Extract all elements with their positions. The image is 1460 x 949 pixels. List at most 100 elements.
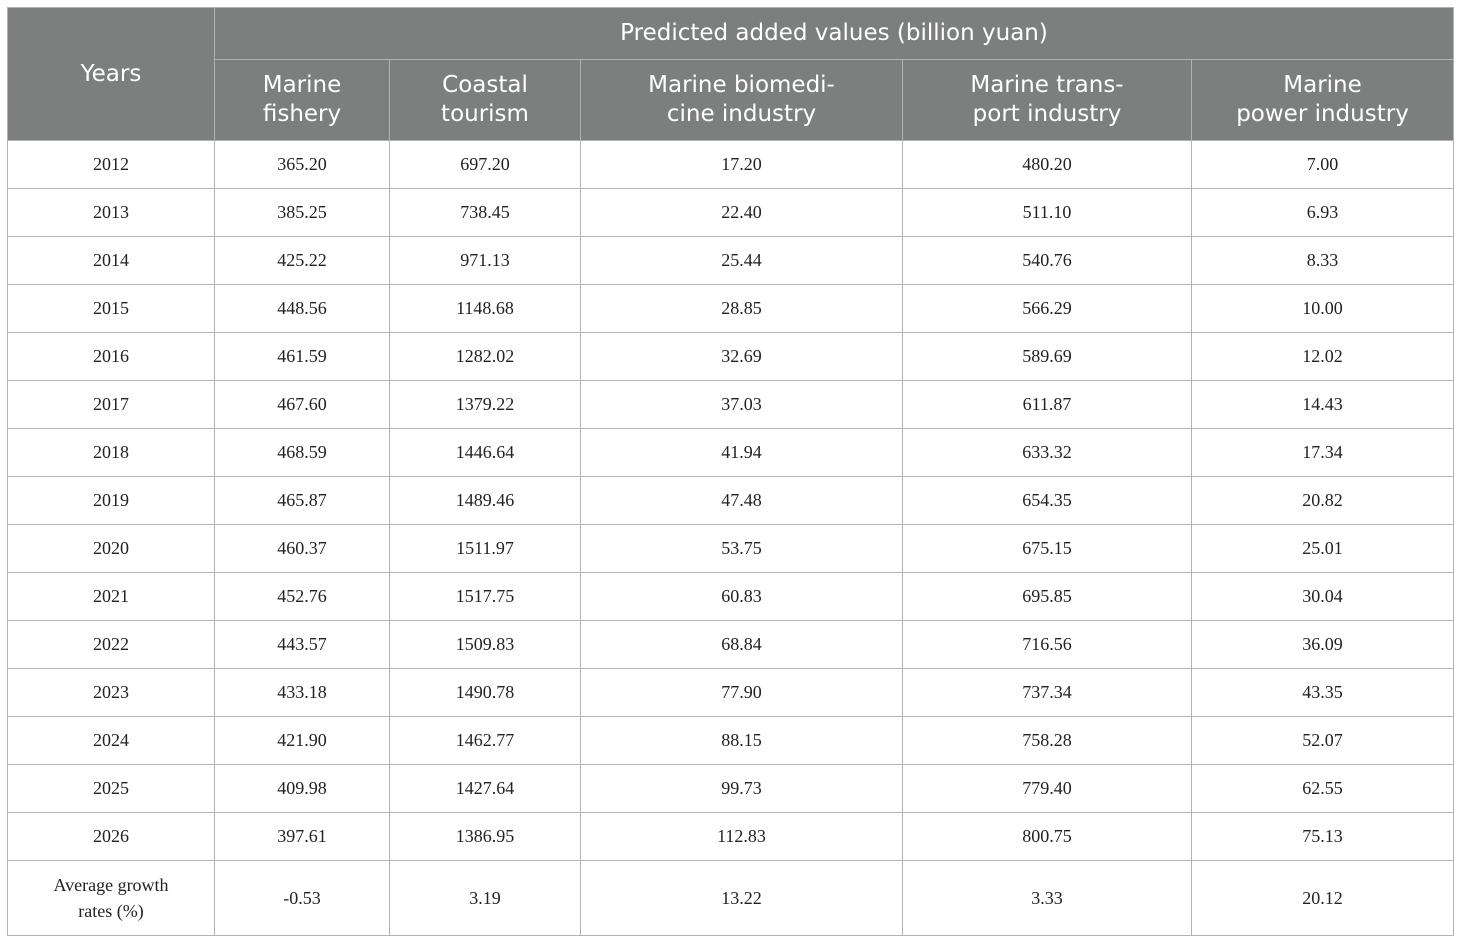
value-cell-marine-transport: 675.15 — [902, 524, 1192, 573]
value-cell-coastal-tourism: 1427.64 — [389, 764, 581, 813]
column-header-line: Marine biomedi- — [648, 72, 835, 98]
value-cell-coastal-tourism: 738.45 — [389, 188, 581, 237]
value-cell-marine-biomedicine: 22.40 — [580, 188, 903, 237]
column-header-marine-fishery: Marine fishery — [214, 59, 390, 141]
value-cell-marine-transport: 716.56 — [902, 620, 1192, 669]
average-cell: 3.33 — [902, 860, 1192, 936]
year-cell: 2021 — [7, 572, 215, 621]
value-cell-marine-fishery: 465.87 — [214, 476, 390, 525]
value-cell-marine-fishery: 448.56 — [214, 284, 390, 333]
value-cell-marine-transport: 758.28 — [902, 716, 1192, 765]
value-cell-coastal-tourism: 1148.68 — [389, 284, 581, 333]
table-row: 2019 465.87 1489.46 47.48 654.35 20.82 — [7, 476, 1455, 525]
value-cell-marine-power: 20.82 — [1190, 476, 1455, 525]
column-header-marine-power: Marine power industry — [1190, 59, 1455, 141]
table-row: 2016 461.59 1282.02 32.69 589.69 12.02 — [7, 332, 1455, 381]
header-row-group: Years Predicted added values (billion yu… — [7, 7, 1455, 141]
value-cell-marine-transport: 540.76 — [902, 236, 1192, 285]
table-row: 2020 460.37 1511.97 53.75 675.15 25.01 — [7, 524, 1455, 573]
average-cell: 13.22 — [580, 860, 903, 936]
average-cell: 20.12 — [1190, 860, 1455, 936]
average-label: Average growth rates (%) — [53, 875, 169, 921]
year-cell: 2022 — [7, 620, 215, 669]
value-cell-coastal-tourism: 1509.83 — [389, 620, 581, 669]
table-row: 2024 421.90 1462.77 88.15 758.28 52.07 — [7, 716, 1455, 765]
value-cell-marine-biomedicine: 32.69 — [580, 332, 903, 381]
value-cell-marine-transport: 695.85 — [902, 572, 1192, 621]
value-cell-marine-biomedicine: 77.90 — [580, 668, 903, 717]
value-cell-marine-power: 7.00 — [1190, 140, 1455, 189]
value-cell-coastal-tourism: 1282.02 — [389, 332, 581, 381]
value-cell-marine-power: 75.13 — [1190, 812, 1455, 861]
value-cell-marine-biomedicine: 88.15 — [580, 716, 903, 765]
value-cell-coastal-tourism: 1490.78 — [389, 668, 581, 717]
value-cell-marine-biomedicine: 53.75 — [580, 524, 903, 573]
value-cell-marine-transport: 566.29 — [902, 284, 1192, 333]
value-cell-marine-biomedicine: 60.83 — [580, 572, 903, 621]
average-label-cell: Average growth rates (%) — [7, 860, 215, 936]
value-cell-marine-transport: 654.35 — [902, 476, 1192, 525]
value-cell-marine-fishery: 468.59 — [214, 428, 390, 477]
value-cell-marine-biomedicine: 28.85 — [580, 284, 903, 333]
average-cell: -0.53 — [214, 860, 390, 936]
value-cell-marine-fishery: 433.18 — [214, 668, 390, 717]
value-cell-coastal-tourism: 1462.77 — [389, 716, 581, 765]
value-cell-marine-fishery: 421.90 — [214, 716, 390, 765]
value-cell-marine-fishery: 467.60 — [214, 380, 390, 429]
table-row: 2013 385.25 738.45 22.40 511.10 6.93 — [7, 188, 1455, 237]
table-row: 2014 425.22 971.13 25.44 540.76 8.33 — [7, 236, 1455, 285]
year-cell: 2026 — [7, 812, 215, 861]
value-cell-marine-power: 25.01 — [1190, 524, 1455, 573]
column-header-line: tourism — [441, 101, 529, 127]
value-cell-marine-power: 8.33 — [1190, 236, 1455, 285]
value-cell-marine-power: 14.43 — [1190, 380, 1455, 429]
value-cell-marine-power: 12.02 — [1190, 332, 1455, 381]
year-cell: 2018 — [7, 428, 215, 477]
table-row: 2015 448.56 1148.68 28.85 566.29 10.00 — [7, 284, 1455, 333]
value-cell-marine-transport: 737.34 — [902, 668, 1192, 717]
header-row-columns: Marine fishery Coastal tourism Marine bi… — [8, 59, 1455, 141]
column-header-marine-transport: Marine trans- port industry — [902, 59, 1192, 141]
value-cell-marine-fishery: 425.22 — [214, 236, 390, 285]
value-cell-marine-fishery: 443.57 — [214, 620, 390, 669]
value-cell-coastal-tourism: 1511.97 — [389, 524, 581, 573]
value-cell-marine-biomedicine: 112.83 — [580, 812, 903, 861]
value-cell-marine-transport: 480.20 — [902, 140, 1192, 189]
value-cell-marine-power: 43.35 — [1190, 668, 1455, 717]
value-cell-marine-transport: 589.69 — [902, 332, 1192, 381]
value-cell-coastal-tourism: 1379.22 — [389, 380, 581, 429]
value-cell-marine-biomedicine: 17.20 — [580, 140, 903, 189]
value-cell-marine-transport: 633.32 — [902, 428, 1192, 477]
value-cell-marine-fishery: 365.20 — [214, 140, 390, 189]
value-cell-coastal-tourism: 1386.95 — [389, 812, 581, 861]
year-cell: 2013 — [7, 188, 215, 237]
value-cell-marine-biomedicine: 25.44 — [580, 236, 903, 285]
column-header-marine-biomedicine: Marine biomedi- cine industry — [580, 59, 903, 141]
value-cell-marine-power: 62.55 — [1190, 764, 1455, 813]
year-cell: 2014 — [7, 236, 215, 285]
value-cell-marine-power: 30.04 — [1190, 572, 1455, 621]
column-header-coastal-tourism: Coastal tourism — [389, 59, 581, 141]
column-header-line: Coastal — [442, 72, 528, 98]
year-cell: 2012 — [7, 140, 215, 189]
table-header: Years Predicted added values (billion yu… — [7, 7, 1455, 141]
table-row: 2025 409.98 1427.64 99.73 779.40 62.55 — [7, 764, 1455, 813]
value-cell-marine-fishery: 452.76 — [214, 572, 390, 621]
years-header: Years — [7, 7, 215, 141]
value-cell-marine-power: 6.93 — [1190, 188, 1455, 237]
value-cell-coastal-tourism: 697.20 — [389, 140, 581, 189]
value-cell-marine-fishery: 460.37 — [214, 524, 390, 573]
year-cell: 2015 — [7, 284, 215, 333]
table-row: 2018 468.59 1446.64 41.94 633.32 17.34 — [7, 428, 1455, 477]
value-cell-marine-biomedicine: 99.73 — [580, 764, 903, 813]
value-cell-marine-power: 17.34 — [1190, 428, 1455, 477]
value-cell-marine-biomedicine: 41.94 — [580, 428, 903, 477]
year-cell: 2025 — [7, 764, 215, 813]
value-cell-marine-transport: 511.10 — [902, 188, 1192, 237]
value-cell-marine-transport: 779.40 — [902, 764, 1192, 813]
value-cell-marine-power: 52.07 — [1190, 716, 1455, 765]
value-cell-marine-transport: 800.75 — [902, 812, 1192, 861]
table-row: 2022 443.57 1509.83 68.84 716.56 36.09 — [7, 620, 1455, 669]
value-cell-marine-fishery: 409.98 — [214, 764, 390, 813]
table-row: 2023 433.18 1490.78 77.90 737.34 43.35 — [7, 668, 1455, 717]
